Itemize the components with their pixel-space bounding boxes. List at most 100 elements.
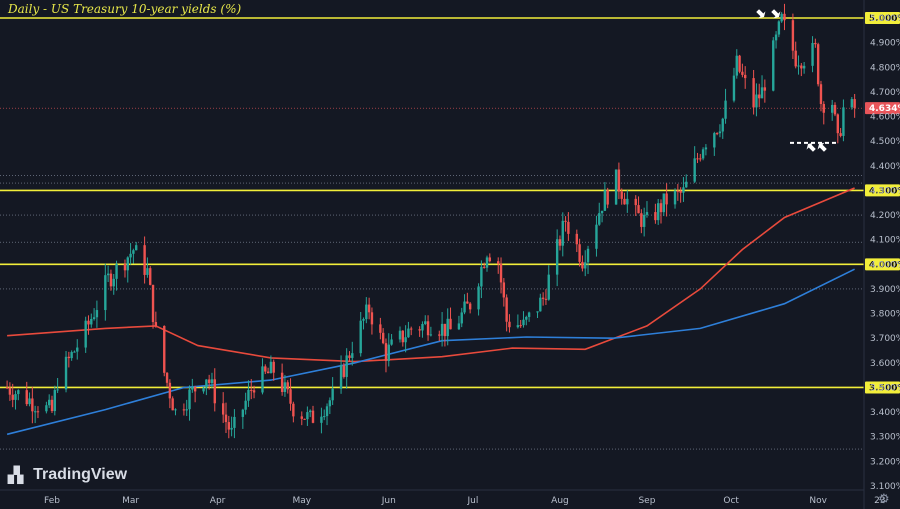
candle-body	[67, 356, 71, 359]
candle-body	[482, 266, 486, 268]
candle-body	[11, 394, 14, 400]
candle-body	[339, 365, 343, 389]
level-badge-label: 3.500%	[869, 383, 900, 393]
candle-body	[485, 257, 489, 268]
candle-body	[283, 382, 287, 392]
candle-body	[123, 263, 127, 271]
y-tick-label: 4.900%	[870, 39, 900, 49]
level-badge-label: 4.300%	[869, 186, 900, 196]
candle-body	[143, 245, 146, 275]
candle-body	[76, 347, 79, 352]
candle-body	[227, 422, 231, 430]
candle-body	[634, 198, 637, 206]
candle-body	[410, 328, 413, 330]
y-tick-label: 3.500%	[870, 383, 900, 393]
candle-body	[724, 100, 727, 119]
candle-body	[466, 301, 469, 304]
y-tick-label: 3.100%	[870, 482, 900, 492]
candle-body	[64, 356, 68, 390]
candle-body	[106, 273, 110, 276]
candle-body	[426, 321, 430, 336]
candle-body	[351, 353, 354, 358]
candle-body	[56, 389, 59, 391]
y-tick-label: 4.500%	[870, 137, 900, 147]
candle-body	[28, 398, 31, 405]
candle-body	[600, 210, 604, 214]
candle-body	[286, 382, 289, 390]
candle-body	[328, 400, 332, 407]
candle-body	[682, 187, 685, 193]
y-axis[interactable]: 3.100% 3.200% 3.300% 3.400% 3.500% 3.600% 3.70…	[870, 14, 900, 492]
candle-body	[640, 213, 643, 227]
x-tick-label: Nov	[809, 496, 827, 506]
level-badge	[865, 12, 900, 24]
candle-body	[449, 318, 452, 330]
candle-body	[794, 50, 797, 67]
candle-body	[480, 266, 483, 287]
candle-body	[584, 262, 587, 269]
candle-body	[289, 389, 292, 404]
candle-body	[331, 388, 334, 401]
candle-body	[578, 244, 581, 262]
candle-body	[104, 275, 107, 311]
candle-body	[772, 40, 775, 91]
candle-body	[704, 147, 708, 150]
x-tick-label: Jun	[381, 496, 396, 506]
candle-body	[836, 114, 840, 134]
x-axis[interactable]: Feb Mar Apr May Jun Jul Aug Sep Oct Nov 23	[0, 489, 886, 506]
candle-body	[642, 214, 646, 227]
candle-body	[424, 321, 427, 325]
candle-body	[547, 274, 550, 300]
candle-body	[188, 389, 191, 410]
candle-body	[797, 65, 800, 67]
candle-body	[205, 379, 208, 388]
candle-body	[384, 343, 388, 361]
candle-body	[221, 403, 225, 415]
candle-body	[213, 379, 216, 404]
candle-body	[446, 318, 449, 337]
candle-body	[87, 320, 90, 325]
candle-body	[95, 310, 99, 318]
last-price-badge	[865, 102, 900, 115]
last-price-label: 4.634%	[869, 104, 900, 114]
candle-body	[802, 65, 806, 69]
candle-body	[819, 84, 823, 105]
candle-body	[755, 94, 758, 108]
candle-body	[575, 233, 579, 245]
candle-body	[174, 409, 177, 411]
candle-body	[146, 268, 149, 275]
candle-body	[833, 104, 837, 115]
y-grid	[0, 175, 864, 450]
y-tick-label: 4.600%	[870, 113, 900, 123]
gear-icon[interactable]: ⚙	[878, 492, 890, 507]
candle-body	[499, 263, 503, 283]
candle-body	[36, 411, 40, 413]
candle-body	[614, 169, 618, 205]
candle-body	[300, 416, 303, 419]
candle-body	[555, 239, 559, 275]
candle-body	[250, 389, 253, 391]
x-tick-label: Sep	[638, 496, 655, 506]
candle-body	[362, 319, 365, 321]
candle-body	[654, 212, 657, 221]
candle-body	[325, 406, 329, 417]
tradingview-logo[interactable]: ▞▖ TradingView	[8, 466, 127, 484]
candle-body	[168, 382, 172, 399]
candle-body	[70, 352, 73, 359]
x-tick-label: Oct	[723, 496, 739, 506]
candle-body	[47, 399, 51, 406]
candle-body	[398, 330, 402, 340]
candle-body	[303, 418, 306, 420]
candle-body	[586, 248, 590, 263]
candle-body	[109, 273, 113, 287]
top-arrow-2-shape	[771, 9, 781, 19]
candle-body	[90, 318, 93, 325]
candle-body	[463, 301, 466, 313]
candle-body	[760, 87, 764, 99]
candle-body	[14, 394, 17, 400]
candle-body	[266, 371, 270, 374]
candle-body	[676, 190, 680, 192]
candle-body	[541, 297, 545, 299]
candle-body	[502, 282, 506, 298]
